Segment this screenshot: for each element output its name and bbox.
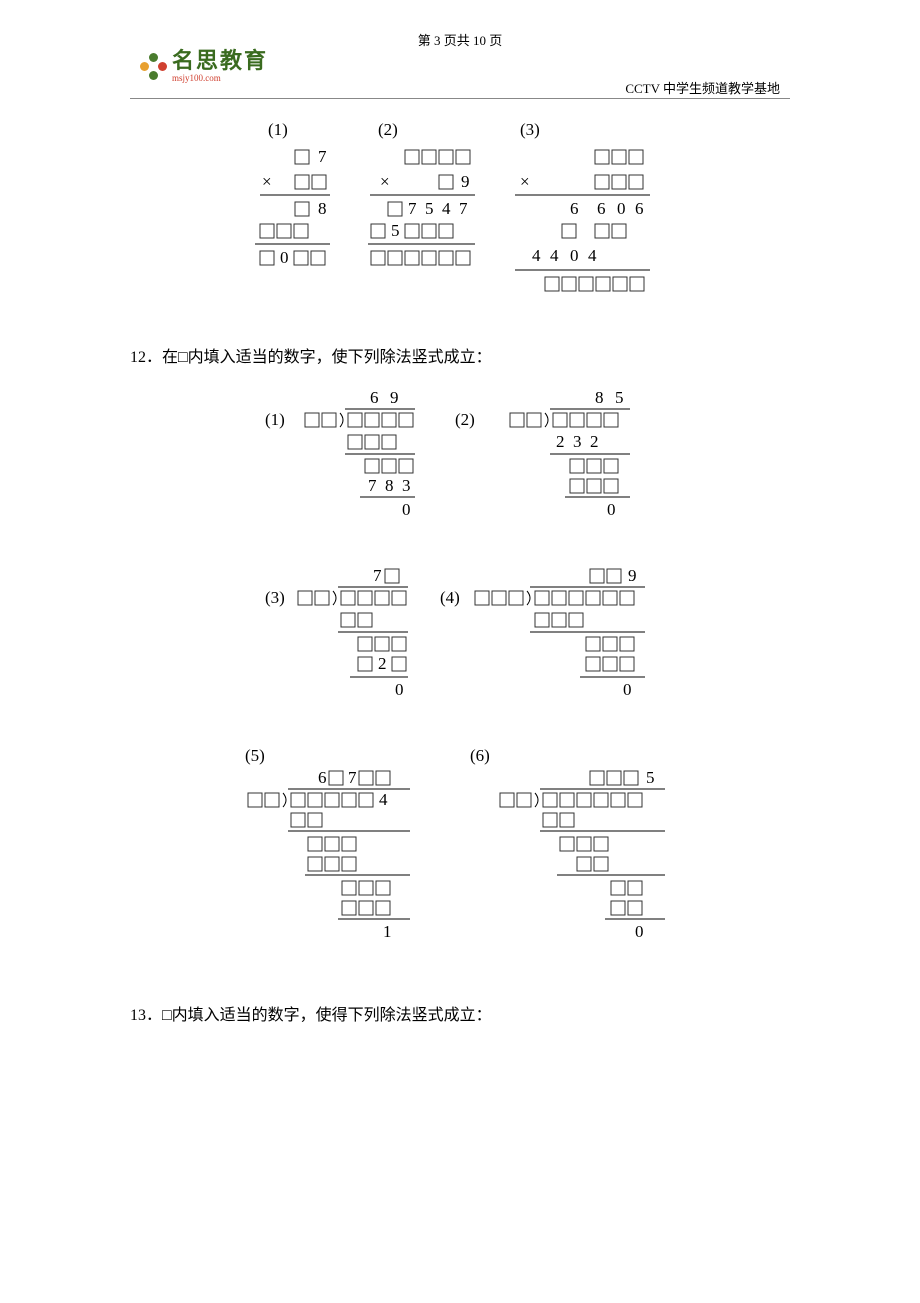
svg-text:(6): (6) xyxy=(470,746,490,765)
svg-text:0: 0 xyxy=(280,248,289,267)
svg-text:6: 6 xyxy=(370,388,379,407)
svg-text:×: × xyxy=(520,172,530,191)
header-tagline: CCTV 中学生频道教学基地 xyxy=(625,78,780,97)
svg-text:2: 2 xyxy=(556,432,565,451)
svg-text:4: 4 xyxy=(379,790,388,809)
logo-text-main: 名思教育 xyxy=(172,50,268,72)
svg-text:0: 0 xyxy=(402,500,411,519)
svg-text:9: 9 xyxy=(628,566,637,585)
svg-text:6: 6 xyxy=(635,199,644,218)
svg-text:8: 8 xyxy=(595,388,604,407)
svg-text:3: 3 xyxy=(402,476,411,495)
svg-text:0: 0 xyxy=(623,680,632,699)
svg-text:6: 6 xyxy=(318,768,327,787)
logo-text-url: msjy100.com xyxy=(172,74,268,83)
figure-multiplication-puzzles: (1) 7 × 8 0 (2) ×9 7547 5 (3) × 6606 440… xyxy=(250,115,670,315)
problem-13-text: 13．□内填入适当的数字，使得下列除法竖式成立： xyxy=(130,1001,790,1025)
svg-text:5: 5 xyxy=(646,768,655,787)
page-number: 第 3 页共 10 页 xyxy=(0,30,920,49)
svg-text:(2): (2) xyxy=(378,120,398,139)
svg-text:4: 4 xyxy=(442,199,451,218)
svg-text:9: 9 xyxy=(390,388,399,407)
svg-text:6: 6 xyxy=(570,199,579,218)
svg-text:7: 7 xyxy=(348,768,357,787)
svg-text:7: 7 xyxy=(459,199,468,218)
page-content: (1) 7 × 8 0 (2) ×9 7547 5 (3) × 6606 440… xyxy=(130,110,790,1033)
svg-text:5: 5 xyxy=(425,199,434,218)
svg-text:(3): (3) xyxy=(265,588,285,607)
svg-text:(4): (4) xyxy=(440,588,460,607)
svg-text:×: × xyxy=(380,172,390,191)
svg-text:(3): (3) xyxy=(520,120,540,139)
svg-text:2: 2 xyxy=(590,432,599,451)
svg-text:(5): (5) xyxy=(245,746,265,765)
svg-text:2: 2 xyxy=(378,654,387,673)
figure-division-1-2: (1) 69 783 0 (2) 85 232 0 xyxy=(250,387,670,547)
svg-text:9: 9 xyxy=(461,172,470,191)
svg-text:8: 8 xyxy=(385,476,394,495)
svg-text:0: 0 xyxy=(395,680,404,699)
logo: 名思教育 msjy100.com xyxy=(140,50,268,83)
svg-text:0: 0 xyxy=(635,922,644,941)
svg-text:8: 8 xyxy=(318,199,327,218)
svg-text:4: 4 xyxy=(550,246,559,265)
figure-division-3-4: (3) 7 2 0 (4) 9 0 xyxy=(250,565,670,725)
svg-text:(1): (1) xyxy=(265,410,285,429)
logo-icon xyxy=(140,53,168,81)
header-divider xyxy=(130,98,790,99)
figure-division-5-6: (5) 6 7 4 1 (6) 5 xyxy=(230,743,690,973)
svg-text:4: 4 xyxy=(588,246,597,265)
problem-12-text: 12．在□内填入适当的数字，使下列除法竖式成立： xyxy=(130,343,790,367)
problem-13-number: 13． xyxy=(130,1007,162,1024)
svg-text:0: 0 xyxy=(617,199,626,218)
svg-text:5: 5 xyxy=(615,388,624,407)
svg-text:×: × xyxy=(262,172,272,191)
svg-text:7: 7 xyxy=(368,476,377,495)
svg-text:0: 0 xyxy=(607,500,616,519)
svg-text:1: 1 xyxy=(383,922,392,941)
svg-text:7: 7 xyxy=(408,199,417,218)
problem-12-number: 12． xyxy=(130,349,162,366)
svg-text:6: 6 xyxy=(597,199,606,218)
svg-text:5: 5 xyxy=(391,221,400,240)
svg-text:4: 4 xyxy=(532,246,541,265)
svg-text:0: 0 xyxy=(570,246,579,265)
svg-text:7: 7 xyxy=(373,566,382,585)
svg-text:(1): (1) xyxy=(268,120,288,139)
svg-text:7: 7 xyxy=(318,147,327,166)
svg-text:3: 3 xyxy=(573,432,582,451)
svg-text:(2): (2) xyxy=(455,410,475,429)
